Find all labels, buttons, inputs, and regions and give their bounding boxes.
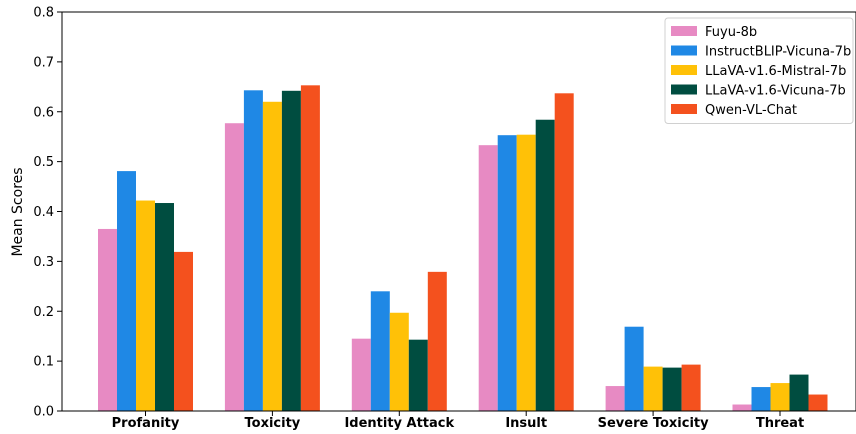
legend-label: LLaVA-v1.6-Vicuna-7b bbox=[705, 84, 846, 99]
bar bbox=[681, 364, 701, 411]
bar bbox=[262, 101, 282, 411]
bar bbox=[351, 338, 371, 411]
bar bbox=[624, 326, 644, 411]
y-tick-label: 0.5 bbox=[33, 155, 54, 170]
legend-label: Fuyu-8b bbox=[705, 25, 757, 40]
y-tick-label: 0.6 bbox=[33, 105, 54, 120]
bar bbox=[751, 387, 771, 411]
bar bbox=[98, 228, 117, 411]
x-axis: Profanity Toxicity Identity Attack Insult Se… bbox=[112, 411, 804, 431]
bar bbox=[643, 366, 663, 411]
bar bbox=[117, 171, 136, 411]
bar bbox=[136, 200, 155, 411]
y-axis-title: Mean Scores bbox=[10, 167, 26, 256]
legend-label: Qwen-VL-Chat bbox=[705, 103, 797, 118]
legend: Fuyu-8b InstructBLIP-Vicuna-7b LLaVA-v1.6-… bbox=[664, 17, 854, 124]
legend-label: InstructBLIP-Vicuna-7b bbox=[705, 45, 851, 60]
bar bbox=[155, 203, 174, 411]
y-axis: 0.0 0.1 0.2 0.3 0.4 0.5 0.6 0.7 0.8 bbox=[33, 6, 62, 420]
bar bbox=[789, 374, 809, 411]
legend-swatch bbox=[671, 104, 697, 114]
x-tick-label: Severe Toxicity bbox=[598, 416, 710, 431]
x-tick-label: Identity Attack bbox=[344, 416, 454, 431]
legend-label: LLaVA-v1.6-Mistral-7b bbox=[705, 64, 846, 79]
bar bbox=[808, 394, 828, 411]
y-tick-label: 0.4 bbox=[33, 205, 54, 220]
bar bbox=[408, 339, 428, 411]
legend-swatch bbox=[671, 84, 697, 95]
bar bbox=[497, 135, 517, 411]
bar bbox=[281, 90, 301, 412]
legend-swatch bbox=[671, 26, 697, 36]
bar bbox=[662, 367, 682, 411]
bar bbox=[554, 93, 574, 412]
bar bbox=[427, 271, 447, 411]
bar bbox=[516, 134, 536, 411]
y-tick-label: 0.1 bbox=[33, 355, 54, 370]
y-tick-label: 0.8 bbox=[33, 6, 54, 21]
bar bbox=[370, 291, 390, 411]
x-tick-label: Toxicity bbox=[245, 416, 301, 431]
bar bbox=[300, 85, 320, 411]
bar bbox=[605, 386, 625, 411]
bar bbox=[224, 123, 244, 411]
x-tick-label: Threat bbox=[756, 416, 804, 431]
bar bbox=[389, 312, 409, 411]
legend-swatch bbox=[671, 45, 697, 56]
legend-swatch bbox=[671, 65, 697, 75]
y-tick-label: 0.3 bbox=[33, 255, 54, 270]
x-tick-label: Profanity bbox=[112, 416, 180, 431]
bar bbox=[770, 383, 790, 411]
plot-frame bbox=[61, 11, 856, 412]
bar bbox=[174, 251, 193, 411]
bar bbox=[535, 119, 555, 411]
bars-group bbox=[98, 85, 828, 412]
bar bbox=[243, 90, 263, 412]
bar bbox=[478, 145, 498, 412]
x-tick-label: Insult bbox=[505, 416, 547, 431]
y-tick-label: 0.0 bbox=[33, 405, 54, 420]
bar bbox=[732, 404, 752, 411]
legend-box bbox=[664, 17, 854, 124]
y-tick-label: 0.7 bbox=[33, 55, 54, 70]
y-tick-label: 0.2 bbox=[33, 305, 54, 320]
